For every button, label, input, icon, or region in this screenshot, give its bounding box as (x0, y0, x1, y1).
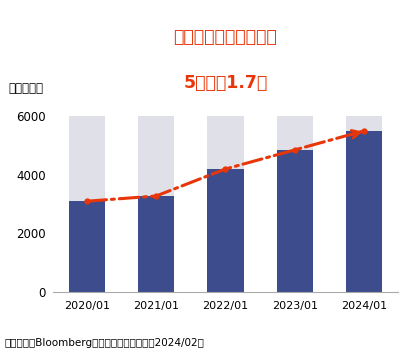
Bar (276, 150, 312, 292)
Bar (69, 201, 105, 292)
Bar (276, 116, 312, 292)
Bar (69, 116, 105, 292)
Text: 5年成長1.7倍: 5年成長1.7倍 (183, 74, 267, 92)
Text: 資料來源：Bloomberg、中國信託投信整理，2024/02。: 資料來源：Bloomberg、中國信託投信整理，2024/02。 (4, 339, 204, 348)
Bar (138, 196, 174, 292)
Bar (345, 116, 381, 292)
Bar (207, 169, 243, 292)
Bar (345, 131, 381, 292)
Bar (138, 116, 174, 292)
Text: （億日幣）: （億日幣） (9, 82, 43, 95)
Bar (207, 116, 243, 292)
Text: 日本晶片設備商投資額: 日本晶片設備商投資額 (173, 28, 277, 46)
